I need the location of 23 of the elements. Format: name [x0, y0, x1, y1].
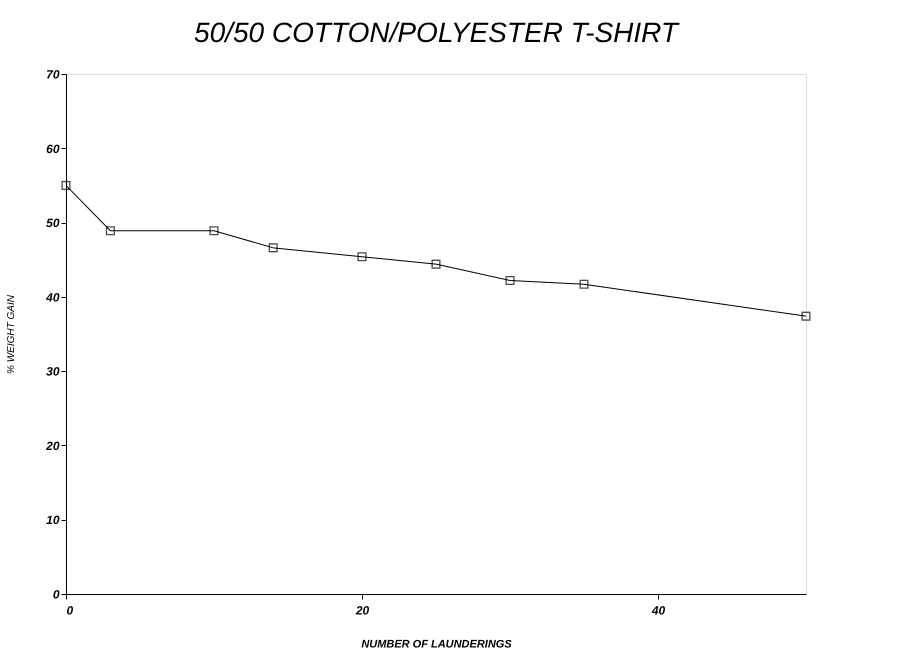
- point: [505, 276, 515, 286]
- x-tick-label: 40: [650, 604, 666, 618]
- point: [579, 280, 589, 289]
- y-tick-label: 30: [46, 364, 60, 379]
- point: [801, 312, 811, 321]
- point: [357, 252, 367, 262]
- point: [209, 226, 219, 236]
- y-tick-label: 40: [45, 290, 60, 304]
- y-tick-label: 50: [46, 216, 60, 230]
- point: [106, 226, 115, 236]
- y-tick-label: 60: [46, 142, 60, 156]
- x-tick-label: 20: [354, 604, 370, 618]
- y-tick-label: 10: [46, 513, 60, 528]
- y-tick-label: 70: [46, 68, 60, 82]
- y-tick-label: 20: [45, 438, 60, 453]
- point: [268, 243, 278, 252]
- x-tick-label: 0: [66, 604, 74, 618]
- point: [61, 180, 71, 190]
- y-axis-title: % WEIGHT GAIN: [6, 294, 18, 374]
- y-tick-label: 0: [52, 588, 60, 602]
- chart-title: 50/50 COTTON/POLYESTER T-SHIRT: [194, 17, 680, 48]
- point: [431, 260, 441, 269]
- x-axis-title: NUMBER OF LAUNDERINGS: [361, 638, 512, 650]
